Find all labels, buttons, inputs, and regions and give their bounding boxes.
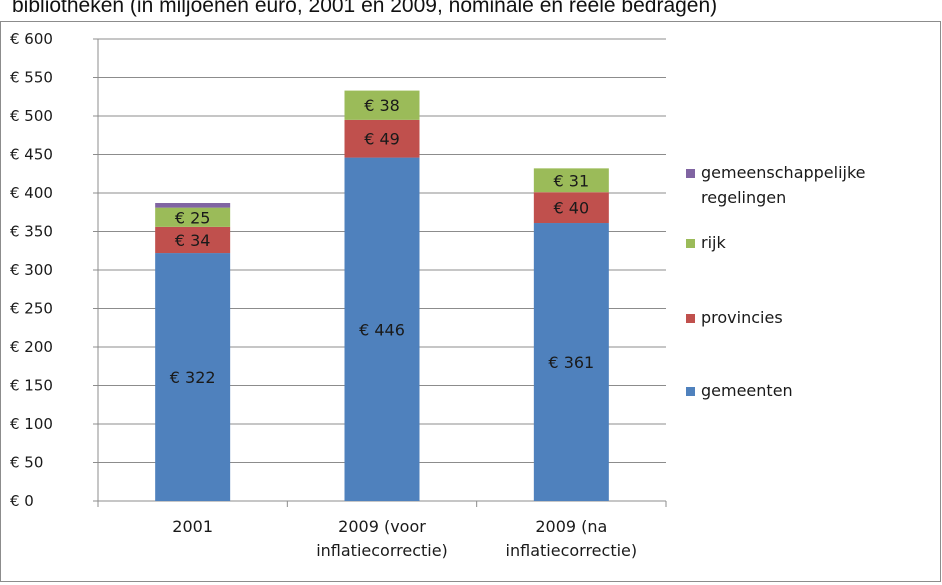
- y-tick-label: € 250: [10, 300, 53, 318]
- data-label: € 40: [554, 199, 590, 218]
- data-label: € 49: [364, 130, 400, 149]
- x-tick-label: 2009 (na: [535, 517, 607, 536]
- bar-segment-rijk: [344, 90, 420, 120]
- legend-swatch: [686, 169, 695, 178]
- x-tick-label: 2009 (voor: [338, 517, 426, 536]
- data-label: € 25: [175, 208, 211, 227]
- bar-segment-rijk: [155, 207, 231, 227]
- data-label: € 31: [554, 171, 590, 190]
- y-tick-label: € 600: [10, 30, 53, 48]
- chart-area: € 0 € 50 € 100 € 150 € 200 € 250 € 300 € 350 € 4…: [0, 21, 941, 582]
- bar-segment-provincies: [533, 192, 609, 224]
- legend-swatch: [686, 239, 695, 248]
- bar-segment-gemeenten: [533, 223, 609, 501]
- y-tick-label: € 400: [10, 184, 53, 202]
- bar-segment-rijk: [533, 168, 609, 193]
- bar-segment-gemeenten: [344, 157, 420, 501]
- y-tick-label: € 300: [10, 261, 53, 279]
- x-tick-label: inflatiecorrectie): [506, 541, 638, 560]
- y-tick-label: € 200: [10, 338, 53, 356]
- y-tick-label: € 100: [10, 415, 53, 433]
- legend-label: gemeenten: [701, 381, 793, 400]
- legend-label: gemeenschappelijke: [701, 163, 866, 182]
- bar-segment-provincies: [155, 226, 231, 254]
- data-label: € 446: [359, 320, 405, 339]
- bar-segment-provincies: [344, 119, 420, 158]
- data-label: € 361: [548, 353, 594, 372]
- legend-label: rijk: [701, 233, 726, 252]
- legend-swatch: [686, 314, 695, 323]
- y-tick-label: € 450: [10, 146, 53, 164]
- legend-swatch: [686, 387, 695, 396]
- y-tick-label: € 350: [10, 223, 53, 241]
- y-tick-label: € 500: [10, 107, 53, 125]
- data-label: € 322: [170, 368, 216, 387]
- x-tick-label: inflatiecorrectie): [316, 541, 448, 560]
- y-tick-label: € 0: [10, 492, 34, 510]
- y-tick-label: € 50: [10, 454, 43, 472]
- data-label: € 38: [364, 96, 400, 115]
- legend-label: provincies: [701, 308, 783, 327]
- legend-label: regelingen: [701, 188, 786, 207]
- bar-segment-gemeenschappelijke-regelingen: [155, 203, 231, 208]
- stacked-bar-chart: € 0 € 50 € 100 € 150 € 200 € 250 € 300 € 350 € 4…: [10, 30, 866, 560]
- y-tick-label: € 550: [10, 69, 53, 87]
- data-label: € 34: [175, 231, 211, 250]
- x-tick-label: 2001: [172, 517, 213, 536]
- bar-segment-gemeenten: [155, 253, 231, 501]
- chart-title: bibliotheken (in miljoenen euro, 2001 en…: [12, 0, 718, 17]
- y-tick-label: € 150: [10, 377, 53, 395]
